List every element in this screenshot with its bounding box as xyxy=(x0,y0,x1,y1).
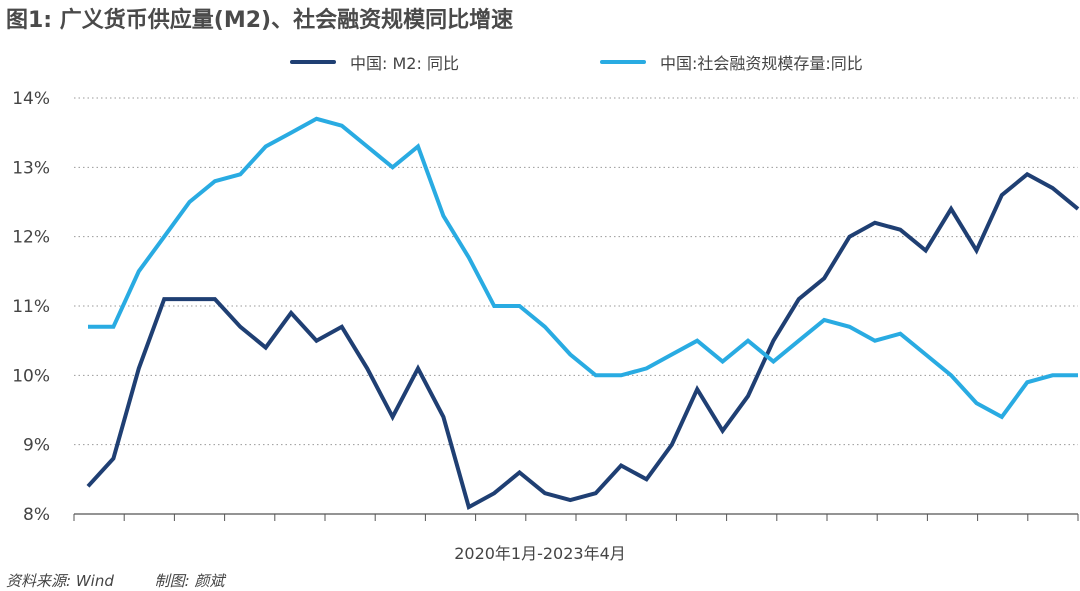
legend-label-social-financing: 中国:社会融资规模存量:同比 xyxy=(660,54,863,73)
source-label: 资料来源: Wind xyxy=(6,572,114,590)
author-label: 制图: 颜斌 xyxy=(154,572,225,590)
legend-swatch-m2 xyxy=(290,60,336,64)
y-tick-label: 12% xyxy=(12,228,50,248)
legend-label-m2: 中国: M2: 同比 xyxy=(350,54,459,73)
legend-item-m2: 中国: M2: 同比 xyxy=(290,50,459,74)
legend: 中国: M2: 同比 中国:社会融资规模存量:同比 xyxy=(0,50,1080,74)
y-tick-label: 10% xyxy=(12,366,50,386)
legend-swatch-social-financing xyxy=(600,60,646,64)
x-axis-label: 2020年1月-2023年4月 xyxy=(454,544,626,563)
y-tick-label: 13% xyxy=(12,158,50,178)
y-tick-label: 9% xyxy=(23,436,50,456)
y-tick-label: 11% xyxy=(12,297,50,317)
legend-item-social-financing: 中国:社会融资规模存量:同比 xyxy=(600,50,863,74)
series-line-m2 xyxy=(86,171,1080,511)
series-line-social-financing xyxy=(88,116,1078,420)
source-note: 资料来源: Wind 制图: 颜斌 xyxy=(6,570,260,591)
chart-title: 图1: 广义货币供应量(M2)、社会融资规模同比增速 xyxy=(6,8,514,33)
y-tick-label: 8% xyxy=(23,505,50,525)
y-tick-label: 14% xyxy=(12,89,50,109)
